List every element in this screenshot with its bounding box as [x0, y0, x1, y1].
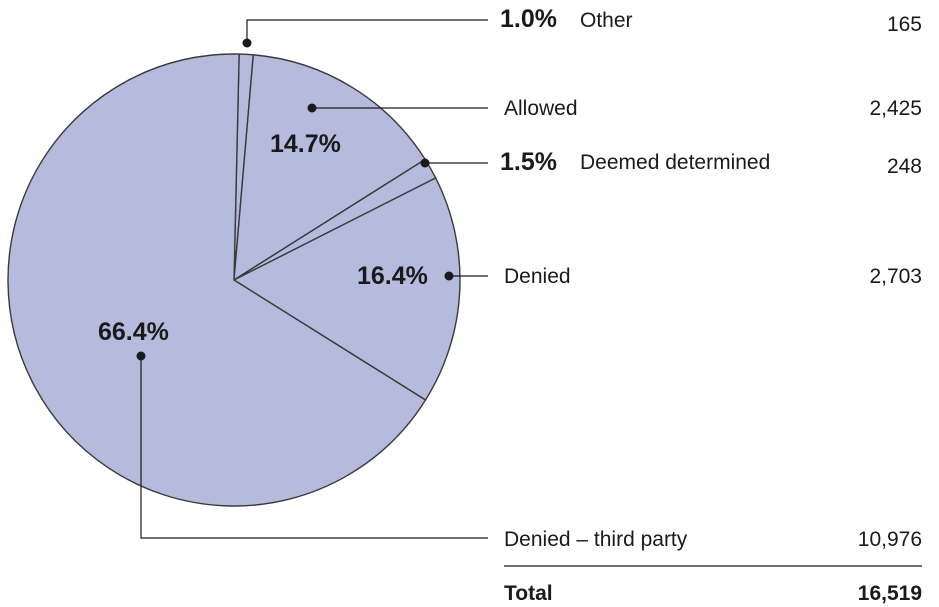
- pie-slice-denied-third-party: [7, 53, 427, 507]
- slice-percent-denied-third-party: 66.4%: [98, 318, 169, 346]
- slice-label-denied-third-party: Denied – third party: [504, 528, 688, 551]
- slice-percent-other: 1.0%: [500, 5, 557, 33]
- slice-label-allowed: Allowed: [504, 97, 578, 120]
- leader-line-denied-third-party: [140, 356, 488, 539]
- slice-percent-denied: 16.4%: [357, 262, 428, 290]
- slice-count-deemed-determined: 248: [887, 155, 922, 178]
- slice-count-denied: 2,703: [869, 265, 922, 288]
- slice-label-other: Other: [580, 9, 633, 32]
- leader-dot-denied: [444, 271, 454, 281]
- slice-label-denied: Denied: [504, 265, 571, 288]
- pie-slices: [7, 53, 461, 507]
- leader-dot-denied-third-party: [136, 351, 146, 361]
- slice-percent-deemed-determined: 1.5%: [500, 148, 557, 176]
- leader-lines: [136, 19, 488, 539]
- leader-dot-deemed-determined: [420, 158, 430, 168]
- total-count: 16,519: [858, 582, 922, 605]
- total-label: Total: [504, 582, 553, 605]
- pie-slice-denied: [233, 177, 461, 401]
- pie-slice-allowed: [233, 54, 426, 281]
- leader-line-other: [246, 19, 488, 43]
- slice-count-allowed: 2,425: [869, 97, 922, 120]
- slice-count-other: 165: [887, 13, 922, 36]
- slice-count-denied-third-party: 10,976: [858, 528, 922, 551]
- leader-dot-allowed: [307, 103, 317, 113]
- slice-percent-allowed: 14.7%: [270, 130, 341, 158]
- leader-dot-other: [242, 38, 252, 48]
- slice-label-deemed-determined: Deemed determined: [580, 151, 770, 174]
